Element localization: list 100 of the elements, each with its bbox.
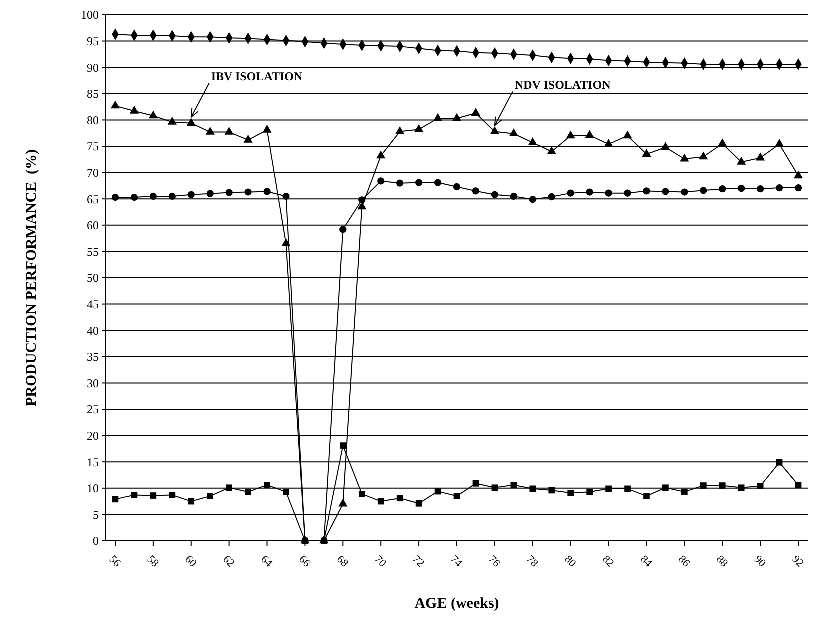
y-tick-label: 80 (87, 113, 99, 128)
point (207, 493, 214, 500)
x-tick-label: 78 (524, 553, 541, 570)
point (642, 149, 652, 158)
x-tick-label: 74 (448, 553, 465, 570)
x-tick-label: 62 (220, 553, 237, 570)
x-tick-label: 58 (144, 553, 162, 570)
point (206, 127, 215, 135)
y-tick-label: 85 (87, 87, 99, 102)
point (661, 142, 670, 150)
point (774, 139, 784, 148)
point (605, 190, 612, 197)
point (414, 124, 424, 132)
point (264, 482, 270, 488)
point (169, 492, 176, 498)
x-tick-label: 60 (182, 553, 200, 570)
point (548, 193, 556, 201)
y-tick-label: 60 (87, 218, 99, 233)
point (416, 500, 422, 507)
point (112, 496, 119, 503)
point (244, 188, 252, 196)
annotation: IBV ISOLATION (211, 69, 303, 84)
point (358, 196, 366, 204)
point (130, 194, 138, 202)
point (112, 194, 120, 202)
point (150, 192, 157, 200)
point (130, 106, 140, 114)
x-tick-label: 76 (486, 553, 503, 570)
point (452, 113, 462, 122)
point (719, 186, 726, 193)
point (434, 179, 442, 186)
point (492, 484, 498, 492)
point (472, 188, 480, 195)
point (490, 126, 500, 134)
point (682, 488, 688, 496)
point (530, 486, 536, 492)
y-tick-label: 25 (87, 402, 99, 417)
point (358, 491, 366, 498)
point (586, 188, 594, 196)
point (186, 118, 196, 126)
point (662, 484, 669, 492)
x-tick-label: 88 (714, 553, 731, 570)
x-axis-title: AGE (weeks) (414, 596, 500, 612)
point (168, 117, 177, 125)
point (757, 483, 764, 490)
point (453, 183, 461, 191)
point (224, 127, 234, 135)
y-tick-label: 20 (87, 429, 99, 443)
point (264, 188, 271, 196)
point (376, 150, 386, 159)
point (566, 130, 576, 139)
y-axis-title: PRODUCTION PERFORMANCE (%) (24, 149, 40, 407)
point (338, 498, 348, 507)
point (378, 498, 384, 505)
y-tick-label: 5 (93, 508, 99, 522)
x-tick-label: 72 (410, 553, 427, 570)
point (585, 130, 594, 138)
point (131, 492, 138, 498)
point (794, 184, 802, 192)
y-tick-label: 75 (87, 140, 99, 154)
y-tick-label: 15 (87, 455, 99, 470)
y-tick-label: 65 (87, 192, 99, 206)
point (547, 146, 556, 154)
y-tick-label: 30 (87, 376, 99, 390)
point (699, 152, 708, 160)
point (282, 238, 291, 246)
point (737, 157, 746, 165)
point (433, 113, 443, 122)
y-tick-label: 90 (87, 60, 99, 75)
point (262, 124, 272, 133)
y-tick-label: 70 (87, 166, 99, 180)
point (396, 180, 404, 187)
point (509, 128, 518, 137)
x-tick-label: 90 (752, 553, 768, 570)
x-tick-label: 82 (600, 553, 616, 570)
point (283, 488, 290, 496)
point (623, 130, 632, 139)
x-tick-label: 66 (296, 553, 314, 570)
y-tick-label: 50 (87, 271, 99, 286)
point (340, 226, 347, 234)
point (776, 184, 784, 192)
point (340, 442, 346, 449)
point (681, 188, 688, 196)
point (624, 190, 632, 197)
point (586, 488, 593, 496)
point (150, 492, 157, 499)
point (718, 138, 728, 146)
point (188, 498, 195, 505)
point (643, 188, 650, 195)
point (378, 178, 385, 185)
point (700, 187, 708, 194)
point (700, 482, 707, 489)
point (567, 190, 574, 197)
point (434, 488, 442, 495)
point (510, 192, 518, 200)
point (472, 480, 480, 487)
point (795, 482, 802, 488)
x-tick-label: 92 (790, 553, 806, 570)
x-tick-label: 64 (258, 553, 276, 570)
point (528, 138, 538, 146)
